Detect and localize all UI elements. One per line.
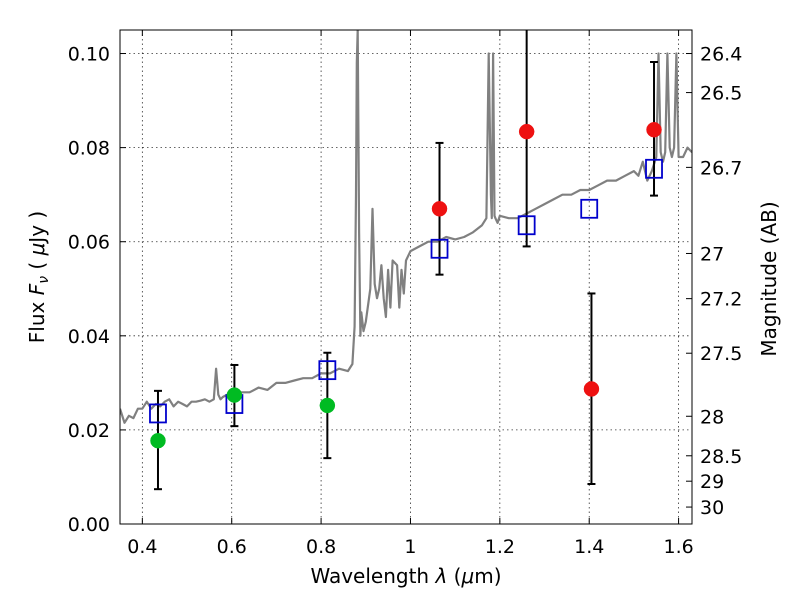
x-tick-label: 1.2 xyxy=(485,536,515,558)
x-tick-label: 1.4 xyxy=(574,536,604,558)
y-tick-label: 0.06 xyxy=(68,232,110,254)
model-photometry-square xyxy=(517,215,536,236)
y2-tick-label: 26.5 xyxy=(700,83,742,105)
observed-flux-point xyxy=(150,432,166,449)
model-photometry-square xyxy=(149,403,167,424)
y2-tick-label: 26.4 xyxy=(700,44,742,66)
plot-area xyxy=(120,30,692,491)
y2-tick-label: 30 xyxy=(700,497,724,519)
y-tick-label: 0.10 xyxy=(68,44,110,66)
x-tick-label: 0.4 xyxy=(127,536,157,558)
model-photometry-square xyxy=(318,360,337,381)
y2-tick-label: 28 xyxy=(700,406,724,428)
x-tick-label: 1 xyxy=(404,536,416,558)
y2-tick-label: 27.5 xyxy=(700,343,742,365)
model-photometry-square xyxy=(430,238,449,259)
y-tick-label: 0.00 xyxy=(68,514,110,536)
y-tick-label: 0.02 xyxy=(68,420,110,442)
y-axis-label: Flux Fν ( μJy ) xyxy=(25,211,52,343)
axis-ticks: 0.4 0.6 0.8 1 1.2 1.4 1.6 0.00 0.02 0.04 0.06 0.08 0… xyxy=(68,30,742,558)
plot-frame xyxy=(119,29,693,525)
observed-flux-point xyxy=(518,123,535,140)
observed-flux-point xyxy=(226,387,243,403)
y2-tick-label: 26.7 xyxy=(700,157,742,179)
y2-tick-label: 29 xyxy=(700,471,724,493)
x-axis-label: Wavelength λ (μm) xyxy=(310,564,501,588)
model-photometry-square xyxy=(645,158,663,179)
y2-tick-label: 27 xyxy=(700,243,724,265)
y2-tick-label: 28.5 xyxy=(700,446,742,468)
model-photometry-square xyxy=(580,198,599,219)
y2-tick-label: 27.2 xyxy=(700,289,742,311)
x-tick-label: 0.8 xyxy=(306,536,336,558)
x-tick-label: 1.6 xyxy=(663,536,693,558)
spectrum-line xyxy=(120,30,692,424)
observed-flux-point xyxy=(646,121,662,138)
y-tick-label: 0.04 xyxy=(68,326,110,348)
x-tick-label: 0.6 xyxy=(217,536,247,558)
observed-flux-point xyxy=(319,397,336,414)
y-tick-label: 0.08 xyxy=(68,138,110,160)
observed-flux-point xyxy=(583,381,600,397)
observed-flux-point xyxy=(431,201,448,217)
y2-axis-label: Magnitude (AB) xyxy=(757,201,781,356)
